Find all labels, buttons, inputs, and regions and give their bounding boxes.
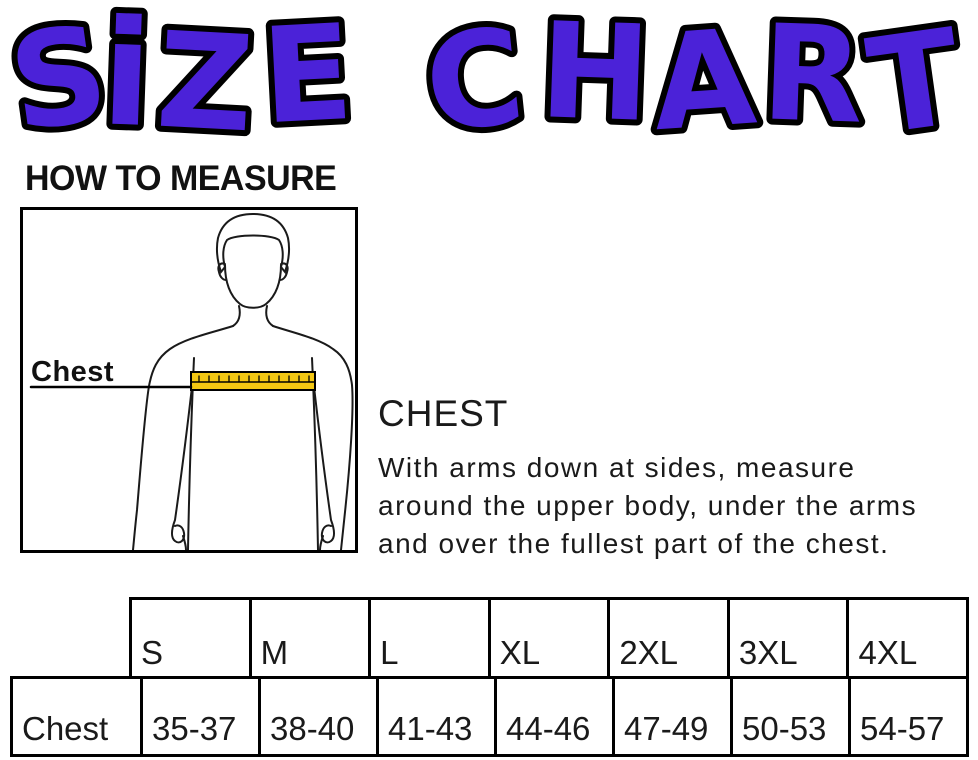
figure-neck-right	[265, 305, 274, 327]
size-column-header: 4XL	[846, 600, 966, 676]
measuring-tape-ticks	[198, 375, 310, 383]
title-letter: T	[860, 0, 971, 154]
figure-arm-left-inner	[171, 377, 194, 544]
size-chart-title: S i Z E C H A R T	[0, 0, 976, 154]
figure-ear-left	[217, 262, 227, 281]
size-column-header: 2XL	[607, 600, 727, 676]
chest-section-heading: CHEST	[378, 393, 509, 434]
title-letter: H	[537, 0, 653, 152]
title-letter: C	[418, 0, 530, 154]
size-column-header: 3XL	[726, 600, 847, 676]
size-column-header: S	[141, 634, 164, 671]
figure-neck-left	[232, 305, 241, 327]
chest-value-cell: 47-49	[612, 679, 730, 754]
title-letter: R	[759, 0, 866, 154]
size-column-header: M	[248, 600, 369, 676]
chest-row-label: Chest	[22, 710, 109, 747]
title-letter: Z	[153, 4, 257, 154]
figure-arm-right-inner	[312, 377, 335, 544]
size-table-header-row: S M L XL 2XL 3XL 4XL	[129, 597, 969, 679]
chest-value-cell: 41-43	[376, 679, 494, 754]
figure-chest-label: Chest	[31, 356, 114, 388]
size-column-header: L	[368, 600, 488, 676]
size-column-header: XL	[487, 600, 608, 676]
chest-instructions: With arms down at sides, measure around …	[378, 449, 978, 563]
chest-instructions-line: around the upper body, under the arms	[378, 490, 918, 521]
figure-ear-right	[279, 262, 289, 281]
chest-value-cell: 54-57	[848, 679, 966, 754]
figure-arm-left-outer	[132, 325, 234, 550]
chest-instructions-line: With arms down at sides, measure	[378, 452, 856, 483]
how-to-measure-heading: HOW TO MEASURE	[25, 159, 337, 198]
chest-value-cell: 50-53	[730, 679, 848, 754]
figure-hand-right	[319, 535, 324, 550]
title-letter: A	[648, 1, 761, 154]
chest-instructions-line: and over the fullest part of the chest.	[378, 528, 890, 559]
torso-measure-illustration: Chest	[29, 212, 354, 550]
title-letter: E	[258, 0, 356, 154]
figure-arm-right-outer	[272, 325, 354, 550]
chest-value-cell: 35-37	[140, 679, 258, 754]
chest-value-cell: 44-46	[494, 679, 612, 754]
measure-diagram-box: Chest	[20, 207, 358, 553]
figure-hair	[216, 212, 290, 275]
size-table-chest-row: Chest 35-37 38-40 41-43 44-46 47-49 50-5…	[10, 676, 969, 757]
figure-hand-left	[182, 535, 187, 550]
title-letter: i	[99, 0, 155, 154]
figure-face	[224, 264, 282, 309]
measuring-tape	[190, 371, 316, 391]
chest-value-cell: 38-40	[258, 679, 376, 754]
